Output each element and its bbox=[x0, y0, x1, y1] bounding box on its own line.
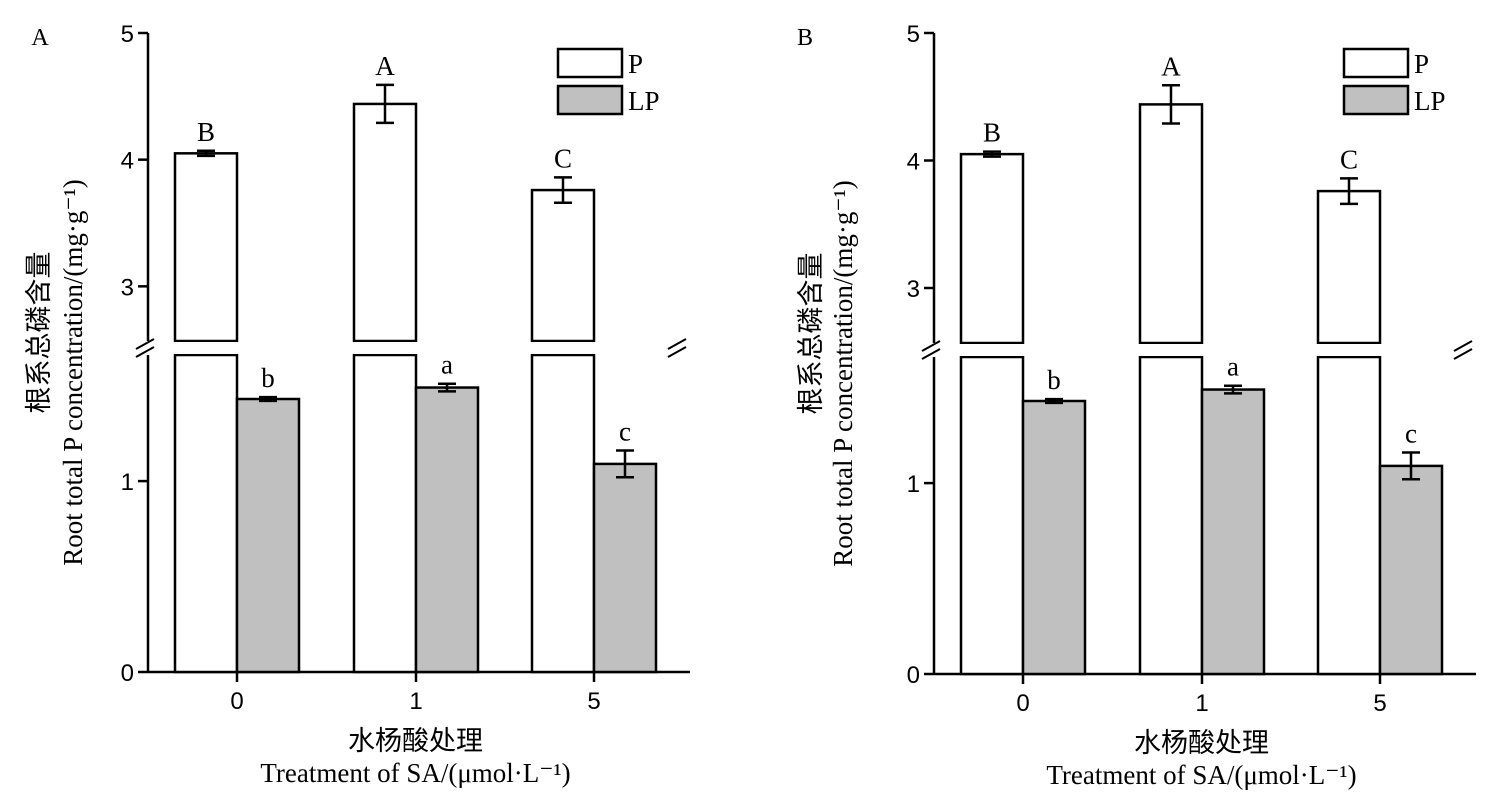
y-tick-label: 1 bbox=[121, 469, 134, 496]
x-axis-label-en: Treatment of SA/(μmol·L⁻¹) bbox=[260, 758, 570, 788]
legend-swatch-lp bbox=[1342, 84, 1410, 116]
y-tick-label: 5 bbox=[121, 21, 134, 48]
bar-p-upper bbox=[352, 102, 418, 343]
bar-p-upper bbox=[173, 152, 239, 343]
x-tick-label: 1 bbox=[1195, 690, 1208, 717]
bar-break-gap bbox=[529, 342, 597, 354]
bar-p-upper bbox=[530, 188, 596, 343]
bar-break-gap bbox=[351, 342, 419, 354]
y-tick-label: 0 bbox=[907, 662, 920, 689]
legend-label-p: P bbox=[628, 49, 643, 79]
panel-label: B bbox=[797, 25, 813, 51]
legend-swatch-lp bbox=[556, 84, 624, 116]
x-axis-label-cn: 水杨酸处理 bbox=[1134, 728, 1269, 758]
axis-break-right bbox=[667, 338, 687, 350]
bar-break-gap bbox=[1315, 344, 1383, 356]
y-axis-label-en: Root total P concentration/(mg·g⁻¹) bbox=[828, 180, 858, 567]
x-axis-label-cn: 水杨酸处理 bbox=[348, 726, 483, 756]
y-tick-label: 0 bbox=[121, 660, 134, 687]
bar-break-gap bbox=[172, 342, 240, 354]
y-tick-label: 3 bbox=[121, 274, 134, 301]
axis-break-left bbox=[135, 338, 155, 350]
bar-lp bbox=[1378, 464, 1444, 676]
axis-break-left bbox=[921, 348, 941, 360]
bar-lp bbox=[1200, 388, 1266, 676]
significance-letter: A bbox=[1161, 51, 1181, 81]
y-axis-label-cn: 根系总磷含量 bbox=[24, 252, 54, 414]
axis-break-left bbox=[921, 340, 941, 352]
axis-break-left bbox=[135, 346, 155, 358]
x-tick-label: 5 bbox=[587, 688, 600, 715]
bar-p-upper bbox=[1316, 189, 1382, 345]
x-tick-label: 5 bbox=[1373, 690, 1386, 717]
significance-letter: b bbox=[261, 363, 275, 393]
panel-label: A bbox=[31, 25, 49, 51]
y-axis-label-cn: 根系总磷含量 bbox=[796, 253, 826, 415]
bar-lp bbox=[1021, 399, 1087, 676]
y-tick-label: 5 bbox=[907, 21, 920, 48]
significance-letter: a bbox=[441, 350, 453, 380]
x-tick-label: 0 bbox=[230, 688, 243, 715]
x-axis-label-en: Treatment of SA/(μmol·L⁻¹) bbox=[1046, 760, 1356, 790]
legend-label-p: P bbox=[1414, 49, 1429, 79]
x-tick-label: 1 bbox=[409, 688, 422, 715]
bar-lp bbox=[235, 397, 301, 674]
axis-break-right bbox=[1453, 340, 1473, 352]
bar-break-gap bbox=[958, 344, 1026, 356]
significance-letter: C bbox=[1340, 144, 1358, 174]
bar-p-upper bbox=[1138, 103, 1204, 345]
axis-break-right bbox=[1453, 348, 1473, 360]
legend-swatch-p bbox=[1342, 47, 1410, 79]
y-tick-label: 4 bbox=[121, 148, 134, 175]
significance-letter: C bbox=[554, 143, 572, 173]
legend-swatch-p bbox=[556, 47, 624, 79]
bar-p-lower bbox=[959, 355, 1025, 676]
bar-lp bbox=[592, 462, 658, 674]
significance-letter: a bbox=[1227, 352, 1239, 382]
y-axis-label-en: Root total P concentration/(mg·g⁻¹) bbox=[58, 179, 88, 566]
significance-letter: A bbox=[375, 51, 395, 81]
bar-lp bbox=[414, 386, 480, 674]
bar-p-lower bbox=[173, 353, 239, 674]
y-tick-label: 4 bbox=[907, 149, 920, 176]
significance-letter: B bbox=[983, 118, 1001, 148]
significance-letter: b bbox=[1047, 365, 1061, 395]
bar-p-lower bbox=[530, 353, 596, 674]
legend-label-lp: LP bbox=[1414, 86, 1446, 116]
y-tick-label: 3 bbox=[907, 276, 920, 303]
bar-p-lower bbox=[352, 353, 418, 674]
axis-break-right bbox=[667, 346, 687, 358]
significance-letter: c bbox=[619, 417, 631, 447]
bar-p-upper bbox=[959, 152, 1025, 345]
bar-p-lower bbox=[1316, 355, 1382, 676]
bar-break-gap bbox=[1137, 344, 1205, 356]
significance-letter: B bbox=[197, 117, 215, 147]
significance-letter: c bbox=[1405, 419, 1417, 449]
legend-label-lp: LP bbox=[628, 86, 660, 116]
x-tick-label: 0 bbox=[1016, 690, 1029, 717]
bar-p-lower bbox=[1138, 355, 1204, 676]
y-tick-label: 1 bbox=[907, 471, 920, 498]
